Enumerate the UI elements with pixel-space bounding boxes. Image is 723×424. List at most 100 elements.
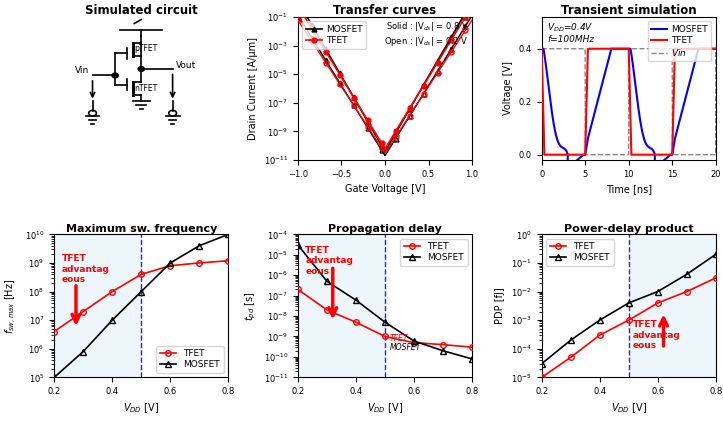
Bar xyxy=(298,234,385,377)
MOSFET xyxy=(546,100,555,105)
TFET xyxy=(381,334,390,339)
Text: TFET
advantag
eous: TFET advantag eous xyxy=(633,320,681,350)
Text: Vin: Vin xyxy=(75,66,90,75)
MOSFET xyxy=(468,356,476,361)
TFET xyxy=(50,329,59,334)
TFET xyxy=(410,340,419,345)
TFET xyxy=(683,289,691,294)
X-axis label: Gate Voltage [V]: Gate Voltage [V] xyxy=(345,184,425,194)
Bar xyxy=(54,234,141,377)
Legend: TFET, MOSFET: TFET, MOSFET xyxy=(546,239,614,266)
MOSFET xyxy=(706,46,715,51)
Text: TFET: TFET xyxy=(390,334,408,343)
Title: Simulated circuit: Simulated circuit xyxy=(85,4,197,17)
Line: TFET: TFET xyxy=(295,287,475,350)
Vin xyxy=(617,152,626,157)
MOSFET xyxy=(566,338,575,343)
MOSFET xyxy=(195,243,204,248)
Title: Power-delay product: Power-delay product xyxy=(564,224,693,234)
Vin xyxy=(711,46,720,51)
Line: MOSFET: MOSFET xyxy=(295,242,475,362)
TFET xyxy=(675,46,683,51)
MOSFET xyxy=(711,252,720,257)
Title: Transient simulation: Transient simulation xyxy=(561,4,696,17)
TFET xyxy=(468,345,476,350)
Vin xyxy=(537,46,546,51)
TFET xyxy=(547,152,555,157)
TFET xyxy=(351,320,360,325)
MOSFET xyxy=(50,375,59,380)
MOSFET xyxy=(439,348,448,353)
TFET xyxy=(322,307,331,312)
Legend: TFET, MOSFET: TFET, MOSFET xyxy=(156,346,224,373)
Text: $V_{DD}$=0.4V
f=100MHz: $V_{DD}$=0.4V f=100MHz xyxy=(547,21,594,44)
Title: Maximum sw. frequency: Maximum sw. frequency xyxy=(66,224,217,234)
Legend: TFET, MOSFET: TFET, MOSFET xyxy=(401,239,468,266)
MOSFET xyxy=(351,298,360,303)
Line: MOSFET: MOSFET xyxy=(51,232,231,380)
Vin xyxy=(706,152,715,157)
MOSFET xyxy=(706,46,715,51)
X-axis label: $V_{DD}$ [V]: $V_{DD}$ [V] xyxy=(123,402,159,416)
Y-axis label: Voltage [V]: Voltage [V] xyxy=(503,61,513,115)
TFET xyxy=(537,375,546,380)
TFET xyxy=(537,46,546,51)
MOSFET xyxy=(711,46,720,51)
Y-axis label: PDP [fJ]: PDP [fJ] xyxy=(495,287,505,324)
MOSFET xyxy=(683,272,691,277)
Vin xyxy=(675,152,683,157)
Y-axis label: $t_{pd}$ [s]: $t_{pd}$ [s] xyxy=(244,291,258,321)
MOSFET xyxy=(322,279,331,284)
MOSFET xyxy=(381,320,390,325)
Title: Transfer curves: Transfer curves xyxy=(333,4,437,17)
Y-axis label: $f_{sw,max}$ [Hz]: $f_{sw,max}$ [Hz] xyxy=(4,278,20,334)
MOSFET xyxy=(622,46,630,51)
MOSFET xyxy=(224,232,233,237)
TFET xyxy=(166,263,175,268)
MOSFET xyxy=(625,300,633,305)
TFET xyxy=(108,289,116,294)
MOSFET xyxy=(79,349,87,354)
Line: TFET: TFET xyxy=(51,258,231,334)
Text: TFET
advantag
eous: TFET advantag eous xyxy=(305,246,353,276)
Line: TFET: TFET xyxy=(539,275,719,380)
Line: MOSFET: MOSFET xyxy=(539,251,719,366)
TFET xyxy=(224,258,233,263)
TFET xyxy=(294,287,302,292)
Text: nTFET: nTFET xyxy=(134,84,158,93)
TFET xyxy=(566,355,575,360)
MOSFET xyxy=(563,165,572,170)
TFET xyxy=(625,318,633,323)
TFET xyxy=(137,272,145,277)
MOSFET xyxy=(410,338,419,343)
TFET xyxy=(711,275,720,280)
TFET xyxy=(711,46,720,51)
Text: MOSFET: MOSFET xyxy=(390,343,421,351)
MOSFET xyxy=(537,361,546,366)
MOSFET xyxy=(537,46,546,51)
Line: TFET: TFET xyxy=(542,49,716,155)
TFET xyxy=(540,152,549,157)
Legend: MOSFET, TFET: MOSFET, TFET xyxy=(302,22,366,48)
MOSFET xyxy=(595,318,604,323)
Vin xyxy=(622,152,630,157)
X-axis label: Time [ns]: Time [ns] xyxy=(606,184,652,194)
MOSFET xyxy=(294,243,302,248)
Line: Vin: Vin xyxy=(542,49,716,155)
TFET xyxy=(622,46,630,51)
TFET xyxy=(595,332,604,338)
MOSFET xyxy=(137,289,145,294)
Title: Propagation delay: Propagation delay xyxy=(328,224,442,234)
Vin xyxy=(581,152,589,157)
Text: TFET
advantag
eous: TFET advantag eous xyxy=(61,254,109,284)
X-axis label: $V_{DD}$ [V]: $V_{DD}$ [V] xyxy=(611,402,647,416)
TFET xyxy=(79,309,87,314)
TFET xyxy=(706,46,715,51)
TFET xyxy=(654,300,662,305)
Bar xyxy=(629,234,716,377)
MOSFET xyxy=(108,318,116,323)
MOSFET xyxy=(617,46,626,51)
Vin xyxy=(546,46,555,51)
Y-axis label: Drain Current [A/μm]: Drain Current [A/μm] xyxy=(248,37,258,140)
TFET xyxy=(617,46,626,51)
